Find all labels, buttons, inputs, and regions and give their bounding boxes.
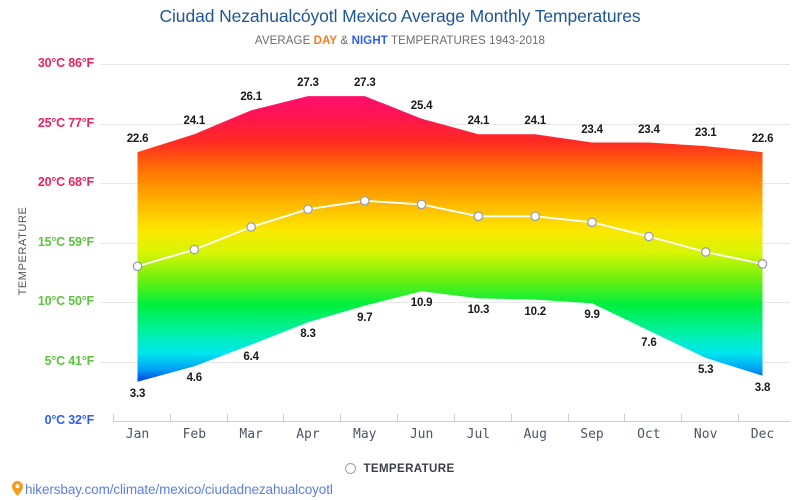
data-point-marker (247, 223, 255, 231)
mean-temperature-markers (133, 197, 766, 271)
y-axis-tick-label: 5°C 41°F (45, 354, 94, 368)
day-temperature-label: 22.6 (733, 133, 793, 145)
night-temperature-label: 6.4 (221, 351, 281, 363)
climate-chart: Ciudad Nezahualcóyotl Mexico Average Mon… (0, 0, 800, 500)
y-axis-tick-label: 0°C 32°F (45, 413, 94, 427)
y-axis-tick-label: 20°C 68°F (38, 175, 94, 189)
data-point-marker (304, 205, 312, 213)
night-temperature-label: 10.9 (392, 297, 452, 309)
data-point-marker (645, 232, 653, 240)
source-url-text: hikersbay.com/climate/mexico/ciudadnezah… (25, 482, 333, 497)
x-axis-tick-label: Jan (108, 427, 168, 442)
y-axis-tick-label: 15°C 59°F (38, 235, 94, 249)
x-axis-tick-mark (511, 414, 512, 422)
x-axis-tick-label: Jun (392, 427, 452, 442)
day-temperature-label: 23.4 (562, 124, 622, 136)
day-temperature-label: 27.3 (335, 77, 395, 89)
night-temperature-label: 5.3 (676, 364, 736, 376)
data-point-marker (474, 212, 482, 220)
data-point-marker (531, 212, 539, 220)
x-axis-line (113, 421, 790, 422)
data-point-marker (417, 200, 425, 208)
day-temperature-label: 24.1 (164, 115, 224, 127)
y-axis-tick-label: 25°C 77°F (38, 116, 94, 130)
x-axis-tick-label: May (335, 427, 395, 442)
x-axis-tick-label: Dec (733, 427, 793, 442)
x-axis-tick-mark (227, 414, 228, 422)
source-link[interactable]: hikersbay.com/climate/mexico/ciudadnezah… (12, 481, 333, 499)
x-axis-tick-label: Nov (676, 427, 736, 442)
x-axis-tick-label: Apr (278, 427, 338, 442)
x-axis-tick-mark (283, 414, 284, 422)
x-axis-tick-mark (454, 414, 455, 422)
day-temperature-label: 22.6 (108, 133, 168, 145)
x-axis-tick-label: Oct (619, 427, 679, 442)
x-axis-tick-mark (738, 414, 739, 422)
page-title: Ciudad Nezahualcóyotl Mexico Average Mon… (0, 6, 800, 27)
x-axis-tick-label: Jul (448, 427, 508, 442)
data-point-marker (133, 262, 141, 270)
subtitle-suffix: TEMPERATURES 1943-2018 (388, 35, 545, 47)
night-temperature-label: 7.6 (619, 337, 679, 349)
data-point-marker (702, 248, 710, 256)
y-axis-tick-label: 30°C 86°F (38, 56, 94, 70)
subtitle-prefix: AVERAGE (255, 35, 314, 47)
x-axis-tick-mark (397, 414, 398, 422)
night-temperature-label: 4.6 (164, 372, 224, 384)
x-axis-tick-label: Sep (562, 427, 622, 442)
y-axis-tick-label: 10°C 50°F (38, 294, 94, 308)
circle-marker-icon (345, 463, 356, 474)
day-temperature-label: 26.1 (221, 91, 281, 103)
gridline (100, 362, 790, 363)
x-axis-tick-mark (170, 414, 171, 422)
subtitle-day-word: DAY (314, 35, 338, 47)
legend-item-temperature: TEMPERATURE (363, 463, 454, 475)
x-axis-tick-mark (681, 414, 682, 422)
day-temperature-label: 23.1 (676, 127, 736, 139)
night-temperature-label: 10.2 (505, 306, 565, 318)
day-temperature-label: 25.4 (392, 100, 452, 112)
day-temperature-label: 23.4 (619, 124, 679, 136)
chart-subtitle: AVERAGE DAY & NIGHT TEMPERATURES 1943-20… (0, 35, 800, 47)
plot-area (0, 0, 800, 500)
map-pin-icon (12, 481, 23, 499)
night-temperature-label: 3.8 (733, 382, 793, 394)
x-axis-tick-mark (113, 414, 114, 422)
data-point-marker (190, 245, 198, 253)
x-axis-tick-mark (340, 414, 341, 422)
gridline (100, 183, 790, 184)
x-axis-tick-label: Mar (221, 427, 281, 442)
night-temperature-label: 3.3 (108, 388, 168, 400)
gridline (100, 64, 790, 65)
data-point-marker (758, 260, 766, 268)
night-temperature-label: 9.7 (335, 312, 395, 324)
y-axis-title: TEMPERATURE (17, 191, 29, 311)
night-temperature-label: 8.3 (278, 328, 338, 340)
data-point-marker (588, 218, 596, 226)
subtitle-ampersand: & (337, 35, 351, 47)
legend: TEMPERATURE (0, 463, 800, 475)
night-temperature-label: 9.9 (562, 309, 622, 321)
data-point-marker (361, 197, 369, 205)
x-axis-tick-mark (568, 414, 569, 422)
day-temperature-label: 27.3 (278, 77, 338, 89)
x-axis-tick-label: Feb (164, 427, 224, 442)
night-temperature-label: 10.3 (448, 304, 508, 316)
subtitle-night-word: NIGHT (352, 35, 388, 47)
x-axis-tick-mark (624, 414, 625, 422)
gridline (100, 243, 790, 244)
mean-temperature-line (138, 201, 763, 266)
day-temperature-label: 24.1 (448, 115, 508, 127)
day-temperature-label: 24.1 (505, 115, 565, 127)
x-axis-tick-label: Aug (505, 427, 565, 442)
